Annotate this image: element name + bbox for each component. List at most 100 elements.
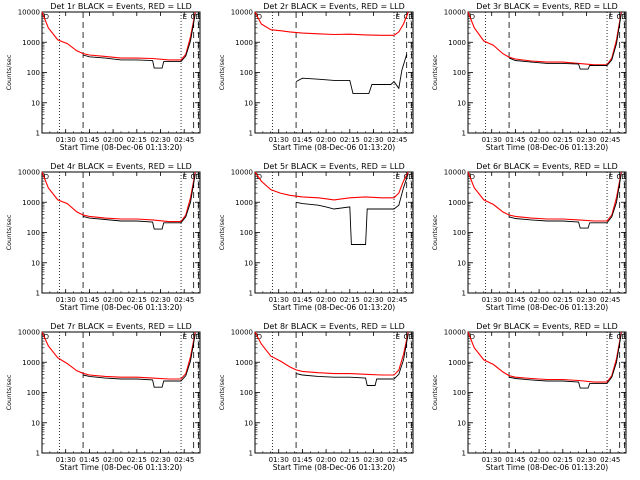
series-line-events (295, 54, 408, 95)
series-line-lld (467, 171, 622, 222)
x-tick-label: 02:30 (150, 296, 170, 304)
x-axis-label: Start Time (08-Dec-06 01:13:20) (486, 303, 608, 312)
x-tick-label: 02:00 (103, 456, 123, 464)
y-tick-label: 10000 (231, 9, 253, 17)
y-axis-label: Counts/sec (431, 54, 439, 90)
panel-title: Det 1r BLACK = Events, RED = LLD (50, 2, 192, 11)
y-tick-label: 1 (249, 290, 253, 298)
corner-label: C (404, 333, 409, 341)
x-tick-label: 02:15 (127, 456, 147, 464)
y-axis-label: Counts/sec (5, 214, 13, 250)
panel-title: Det 4r BLACK = Events, RED = LLD (50, 162, 192, 171)
y-tick-label: 100 (240, 229, 253, 237)
panel-5: Det 5r BLACK = Events, RED = LLD 1 10 100 10… (218, 162, 414, 312)
corner-label: D (44, 333, 49, 341)
x-tick-label: 02:15 (340, 136, 360, 144)
y-tick-label: 10000 (444, 329, 466, 337)
x-tick-label: 02:30 (150, 456, 170, 464)
corner-label: D (408, 13, 413, 21)
x-axis-label: Start Time (08-Dec-06 01:13:20) (486, 463, 608, 472)
series-line-lld (41, 331, 196, 380)
x-tick-label: 02:15 (127, 136, 147, 144)
x-tick-label: 02:15 (553, 296, 573, 304)
panel-6: Det 6r BLACK = Events, RED = LLD 1 10 100 10… (431, 162, 627, 312)
y-tick-label: 10 (31, 419, 40, 427)
x-axis-label: Start Time (08-Dec-06 01:13:20) (273, 303, 395, 312)
corner-label: E (609, 173, 613, 181)
x-tick-label: 01:45 (79, 136, 99, 144)
corner-label: D (44, 173, 49, 181)
corner-label: D (408, 173, 413, 181)
corner-label: D (44, 13, 49, 21)
series-line-events (82, 13, 196, 69)
plot-frame (41, 331, 201, 454)
corner-label: E (396, 13, 400, 21)
corner-label: C (617, 173, 622, 181)
y-axis-label: Counts/sec (218, 374, 226, 410)
corner-label: E (183, 13, 187, 21)
x-tick-label: 02:45 (600, 296, 620, 304)
corner-label: C (191, 13, 196, 21)
series-line-events (508, 173, 622, 229)
corner-label: E (396, 173, 400, 181)
x-tick-label: 02:15 (127, 296, 147, 304)
y-tick-label: 1000 (448, 39, 466, 47)
x-tick-label: 01:45 (505, 296, 525, 304)
y-axis-label: Counts/sec (431, 374, 439, 410)
x-axis-label: Start Time (08-Dec-06 01:13:20) (60, 143, 182, 152)
y-tick-label: 100 (27, 229, 40, 237)
series-line-lld (467, 331, 622, 383)
x-tick-label: 02:15 (553, 136, 573, 144)
x-tick-label: 02:30 (150, 136, 170, 144)
y-tick-label: 10000 (18, 169, 40, 177)
x-axis-label: Start Time (08-Dec-06 01:13:20) (273, 143, 395, 152)
x-tick-label: 01:45 (292, 456, 312, 464)
y-axis-label: Counts/sec (218, 54, 226, 90)
plot-frame (467, 331, 627, 454)
y-tick-label: 1 (462, 130, 466, 138)
series-line-lld (41, 171, 196, 223)
y-axis-label: Counts/sec (5, 374, 13, 410)
y-tick-label: 10 (244, 419, 253, 427)
corner-label: D (257, 173, 262, 181)
x-tick-label: 02:30 (363, 296, 383, 304)
series-line-lld (254, 11, 409, 36)
corner-label: D (408, 333, 413, 341)
x-tick-label: 02:00 (529, 136, 549, 144)
panel-title: Det 6r BLACK = Events, RED = LLD (476, 162, 618, 171)
y-tick-label: 1 (36, 290, 40, 298)
series-line-events (82, 173, 196, 230)
x-tick-label: 02:30 (576, 136, 596, 144)
corner-label: D (621, 173, 626, 181)
series-line-events (296, 333, 409, 386)
x-tick-label: 02:30 (363, 136, 383, 144)
panel-2: Det 2r BLACK = Events, RED = LLD 1 10 100 10… (218, 2, 414, 152)
y-tick-label: 10 (457, 99, 466, 107)
corner-label: D (470, 173, 475, 181)
y-tick-label: 10000 (444, 169, 466, 177)
y-tick-label: 1000 (22, 199, 40, 207)
x-tick-label: 02:15 (340, 296, 360, 304)
x-tick-label: 01:30 (482, 296, 502, 304)
y-tick-label: 10000 (18, 9, 40, 17)
corner-label: D (195, 13, 200, 21)
x-tick-label: 02:00 (316, 456, 336, 464)
y-tick-label: 10 (457, 259, 466, 267)
panel-9: Det 9r BLACK = Events, RED = LLD 1 10 100 10… (431, 322, 627, 472)
y-tick-label: 1000 (235, 199, 253, 207)
y-axis-label: Counts/sec (431, 214, 439, 250)
y-tick-label: 1000 (235, 359, 253, 367)
panel-1: Det 1r BLACK = Events, RED = LLD 1 10 100 10… (5, 2, 201, 152)
corner-label: C (617, 333, 622, 341)
y-tick-label: 100 (27, 389, 40, 397)
series-line-events (296, 173, 409, 245)
x-axis-label: Start Time (08-Dec-06 01:13:20) (486, 143, 608, 152)
y-tick-label: 100 (453, 229, 466, 237)
y-tick-label: 1000 (448, 199, 466, 207)
x-tick-label: 02:00 (529, 456, 549, 464)
y-tick-label: 10 (457, 419, 466, 427)
x-tick-label: 01:30 (269, 136, 289, 144)
panel-8: Det 8r BLACK = Events, RED = LLD 1 10 100 10… (218, 322, 414, 472)
panel-3: Det 3r BLACK = Events, RED = LLD 1 10 100 10… (431, 2, 627, 152)
y-tick-label: 1 (462, 290, 466, 298)
